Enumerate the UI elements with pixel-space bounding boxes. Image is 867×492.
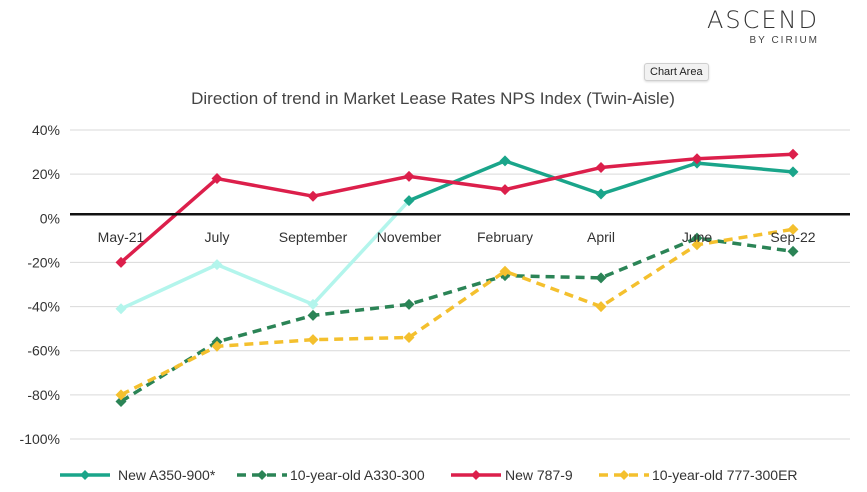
y-tick-label: 20% — [32, 166, 60, 182]
data-point[interactable] — [115, 389, 127, 401]
legend-item[interactable]: 10-year-old A330-300 — [237, 467, 425, 483]
data-point[interactable] — [595, 272, 607, 284]
data-point[interactable] — [499, 155, 511, 167]
data-point[interactable] — [787, 223, 799, 235]
data-point[interactable] — [787, 245, 799, 257]
legend-marker — [257, 470, 267, 480]
data-point[interactable] — [595, 188, 607, 200]
data-point[interactable] — [115, 395, 127, 407]
y-tick-label: -40% — [27, 299, 60, 315]
data-point[interactable] — [115, 256, 127, 268]
data-point[interactable] — [211, 340, 223, 352]
series-line — [119, 152, 794, 264]
legend-item[interactable]: 10-year-old 777-300ER — [599, 467, 798, 483]
y-tick-label: -80% — [27, 387, 60, 403]
series-line — [120, 227, 794, 397]
data-point[interactable] — [691, 153, 703, 165]
legend-marker — [619, 470, 629, 480]
y-tick-label: 0% — [40, 210, 60, 226]
legend-label: 10-year-old 777-300ER — [652, 467, 798, 483]
legend-item[interactable]: New A350-900* — [60, 467, 216, 483]
brand-subtitle: BY CIRIUM — [749, 35, 819, 46]
data-point[interactable] — [211, 259, 223, 271]
legend-label: New 787-9 — [505, 467, 573, 483]
chart-title: Direction of trend in Market Lease Rates… — [191, 89, 675, 108]
y-tick-label: 40% — [32, 122, 60, 138]
chart-area-tooltip: Chart Area — [644, 63, 709, 81]
x-category-label: May-21 — [98, 229, 145, 245]
series-layer — [115, 148, 799, 407]
legend-label: New A350-900* — [118, 467, 216, 483]
data-point[interactable] — [211, 173, 223, 185]
data-point[interactable] — [307, 334, 319, 346]
x-axis: May-21 July September November February April… — [98, 229, 816, 245]
legend-marker — [471, 470, 481, 480]
legend-item[interactable]: New 787-9 — [451, 467, 573, 483]
y-tick-label: -100% — [20, 431, 60, 447]
x-category-label: September — [279, 229, 348, 245]
data-point[interactable] — [403, 331, 415, 343]
data-point[interactable] — [691, 239, 703, 251]
data-point[interactable] — [307, 298, 319, 310]
y-tick-label: -20% — [27, 254, 60, 270]
data-point[interactable] — [691, 232, 703, 244]
data-point[interactable] — [787, 166, 799, 178]
x-category-label: November — [377, 229, 442, 245]
series-4[interactable] — [115, 223, 799, 401]
gridlines — [70, 129, 850, 440]
data-point[interactable] — [595, 162, 607, 174]
legend-marker — [80, 470, 90, 480]
series-line — [120, 236, 794, 403]
data-point[interactable] — [115, 303, 127, 315]
y-tick-label: -60% — [27, 343, 60, 359]
x-category-label: February — [477, 229, 533, 245]
x-category-label: April — [587, 229, 615, 245]
data-point[interactable] — [307, 309, 319, 321]
brand-name: ASCEND — [706, 6, 819, 34]
data-point[interactable] — [595, 301, 607, 313]
legend: New A350-900* 10-year-old A330-300 New 787… — [60, 467, 798, 483]
series-2[interactable] — [115, 232, 799, 407]
data-point[interactable] — [787, 148, 799, 160]
series-line — [120, 199, 411, 311]
data-point[interactable] — [403, 195, 415, 207]
x-category-label: Sep-22 — [770, 229, 815, 245]
x-category-label: June — [682, 229, 713, 245]
data-point[interactable] — [499, 184, 511, 196]
data-point[interactable] — [403, 170, 415, 182]
brand-logo: ASCEND BY CIRIUM — [707, 6, 819, 46]
x-category-label: July — [205, 229, 230, 245]
series-3[interactable] — [115, 148, 799, 268]
data-point[interactable] — [499, 265, 511, 277]
legend-label: 10-year-old A330-300 — [290, 467, 425, 483]
data-point[interactable] — [403, 298, 415, 310]
y-axis: 40% 20% 0% -20% -40% -60% -80% -100% — [20, 122, 60, 447]
data-point[interactable] — [307, 190, 319, 202]
